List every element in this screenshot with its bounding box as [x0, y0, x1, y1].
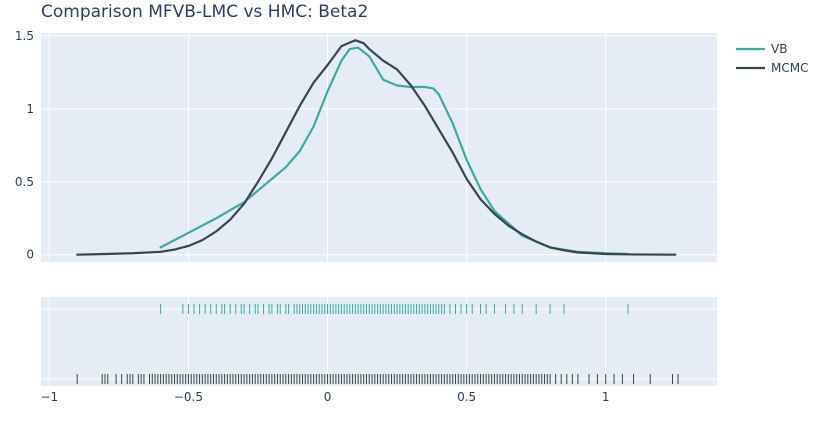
rug-panel: −1 −0.5 0 0.5 1: [40, 297, 717, 404]
rug-x-tick-label: 0: [324, 390, 332, 404]
density-panel: 0 0.5 1 1.5: [15, 29, 717, 262]
rug-plot-background: [41, 297, 717, 386]
rug-x-tick-label: 1: [602, 390, 610, 404]
density-y-tick-label: 0.5: [15, 175, 34, 189]
legend-label: MCMC: [771, 61, 808, 75]
legend[interactable]: VB MCMC: [736, 42, 808, 75]
legend-label: VB: [771, 42, 787, 56]
density-y-tick-label: 0: [26, 248, 34, 262]
legend-item-mcmc[interactable]: MCMC: [736, 61, 808, 75]
density-line-mcmc: [76, 39, 677, 256]
legend-item-vb[interactable]: VB: [736, 42, 787, 56]
density-plot-background: [41, 33, 717, 262]
density-y-tick-label: 1: [26, 102, 34, 116]
rug-x-tick-label: −1: [40, 390, 58, 404]
rug-x-tick-label: 0.5: [457, 390, 476, 404]
rug-x-tick-label: −0.5: [174, 390, 203, 404]
chart-title: Comparison MFVB-LMC vs HMC: Beta2: [41, 2, 369, 22]
density-y-tick-label: 1.5: [15, 29, 34, 43]
density-line-vb: [159, 46, 630, 256]
